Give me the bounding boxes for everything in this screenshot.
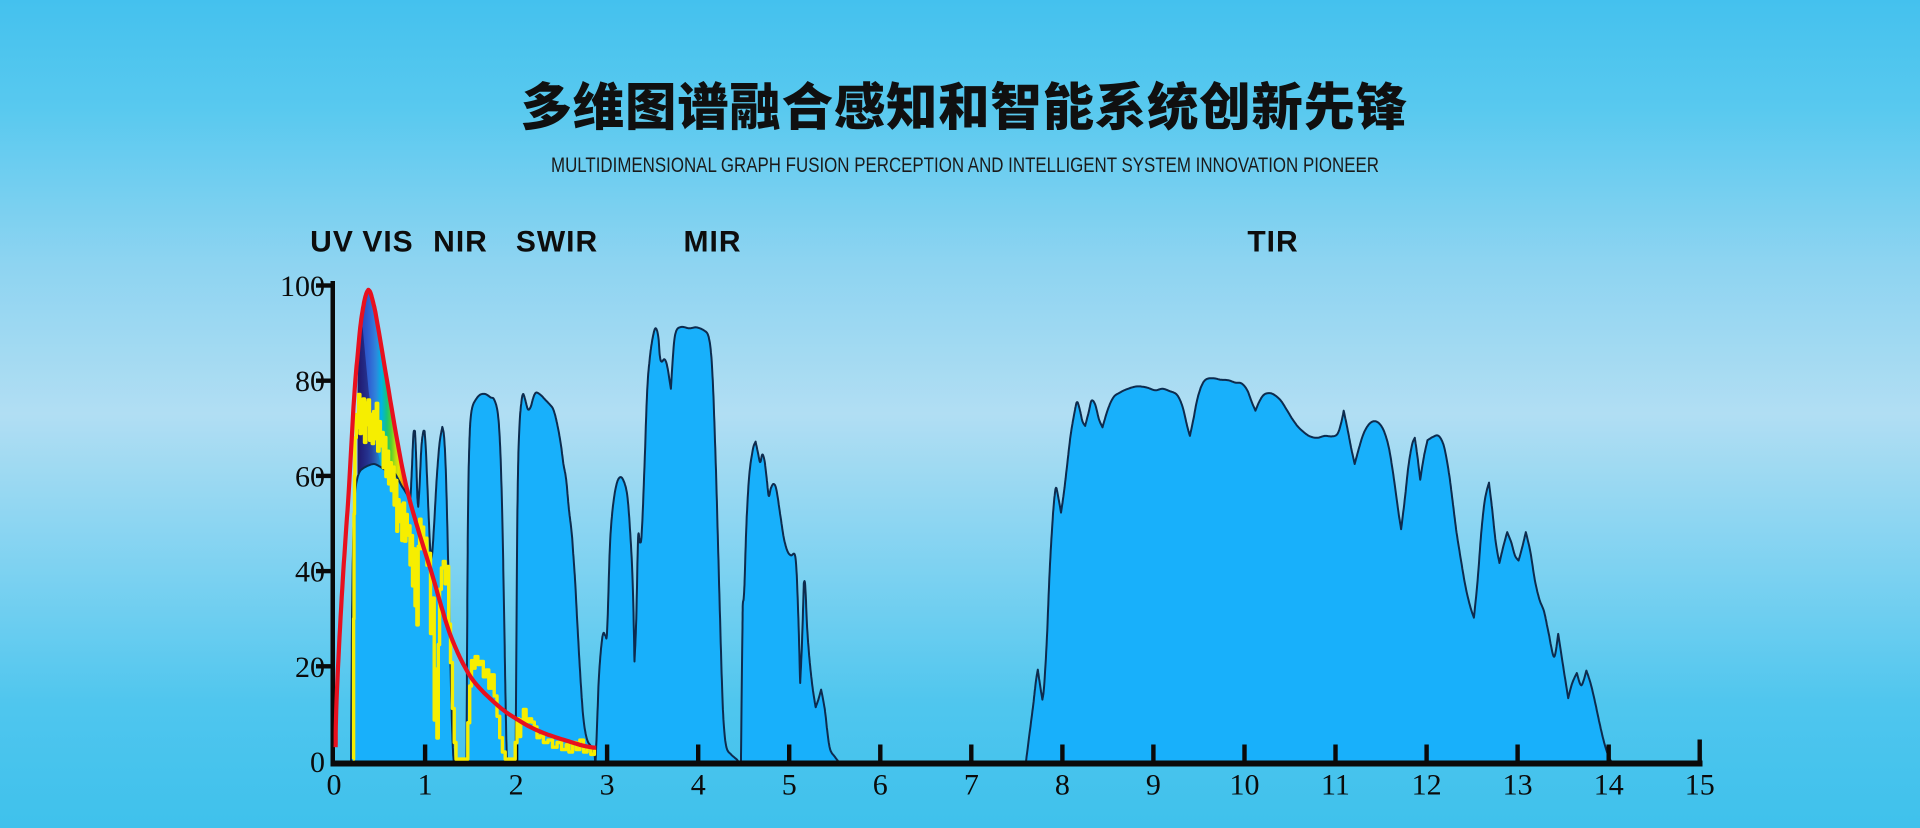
- svg-text:8: 8: [1055, 769, 1070, 802]
- svg-text:100: 100: [280, 270, 325, 303]
- svg-text:3: 3: [600, 769, 615, 802]
- svg-text:VIS: VIS: [362, 226, 413, 259]
- svg-text:60: 60: [295, 460, 325, 493]
- svg-text:13: 13: [1503, 769, 1533, 802]
- svg-text:SWIR: SWIR: [516, 226, 598, 259]
- svg-text:6: 6: [873, 769, 888, 802]
- svg-text:TIR: TIR: [1247, 226, 1298, 259]
- svg-text:0: 0: [310, 746, 325, 779]
- svg-text:80: 80: [295, 365, 325, 398]
- svg-text:12: 12: [1412, 769, 1442, 802]
- svg-text:5: 5: [782, 769, 797, 802]
- svg-text:9: 9: [1146, 769, 1161, 802]
- svg-text:UV: UV: [310, 226, 354, 259]
- svg-text:MULTIDIMENSIONAL GRAPH FUSION: MULTIDIMENSIONAL GRAPH FUSION PERCEPTION…: [551, 153, 1379, 177]
- svg-text:1: 1: [418, 769, 433, 802]
- svg-text:0: 0: [327, 769, 342, 802]
- svg-text:NIR: NIR: [433, 226, 488, 259]
- svg-text:15: 15: [1685, 769, 1715, 802]
- svg-text:7: 7: [964, 769, 979, 802]
- svg-text:20: 20: [295, 651, 325, 684]
- svg-text:4: 4: [691, 769, 706, 802]
- svg-text:MIR: MIR: [684, 226, 742, 259]
- svg-text:10: 10: [1230, 769, 1260, 802]
- svg-text:40: 40: [295, 556, 325, 589]
- svg-text:2: 2: [509, 769, 524, 802]
- svg-text:14: 14: [1594, 769, 1624, 802]
- svg-text:11: 11: [1321, 769, 1350, 802]
